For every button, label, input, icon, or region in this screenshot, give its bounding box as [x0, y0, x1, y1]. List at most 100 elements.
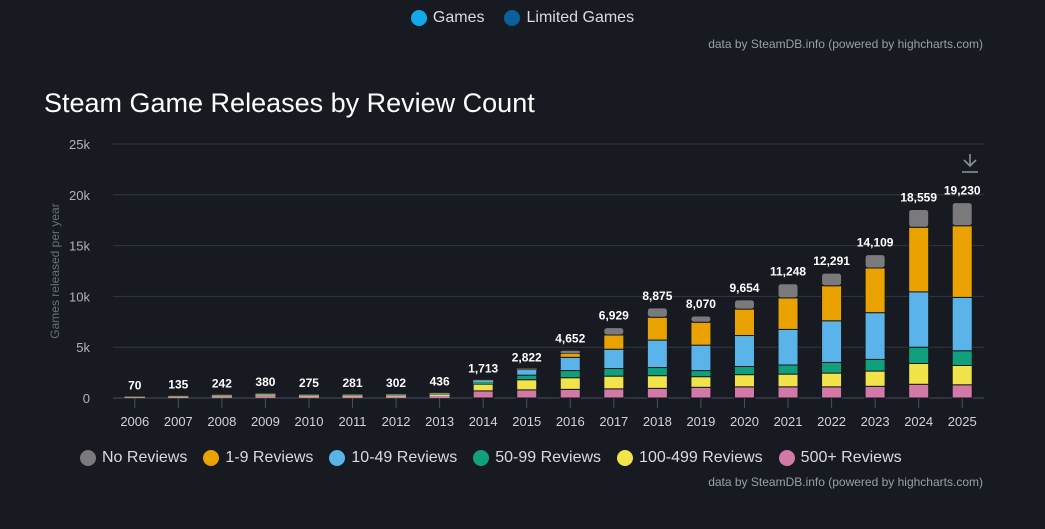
bar-segment[interactable] — [908, 362, 930, 385]
bar-segment[interactable] — [733, 308, 755, 337]
bar-segment[interactable] — [472, 390, 494, 399]
bar-segment[interactable] — [386, 394, 407, 396]
bar-segment[interactable] — [603, 368, 625, 377]
bar-segment[interactable] — [821, 272, 843, 287]
bar-segment[interactable] — [733, 386, 755, 399]
bar-segment[interactable] — [777, 283, 799, 299]
bar-segment[interactable] — [603, 388, 625, 399]
legend-item[interactable]: 10-49 Reviews — [329, 449, 457, 467]
bar-segment[interactable] — [429, 395, 450, 398]
bar-segment[interactable] — [429, 394, 450, 395]
credit-bottom[interactable]: data by SteamDB.info (powered by highcha… — [708, 475, 983, 489]
bar-segment[interactable] — [255, 393, 276, 395]
bar-segment[interactable] — [211, 396, 232, 397]
bar-segment[interactable] — [473, 380, 494, 383]
legend-limited-games[interactable]: Limited Games — [504, 9, 634, 27]
bar-segment[interactable] — [951, 350, 973, 366]
bar-segment[interactable] — [864, 267, 886, 314]
bar-segment[interactable] — [733, 299, 755, 310]
bar-segment[interactable] — [864, 254, 886, 269]
bar-segment[interactable] — [777, 373, 799, 388]
bar-segment[interactable] — [951, 384, 973, 399]
bar-segment[interactable] — [559, 377, 581, 390]
bar-segment[interactable] — [908, 383, 930, 399]
bar-segment[interactable] — [255, 395, 276, 397]
bar-segment[interactable] — [429, 394, 450, 396]
bar-segment[interactable] — [472, 383, 494, 392]
bar-segment[interactable] — [298, 394, 319, 396]
bar-segment[interactable] — [211, 394, 232, 396]
bar-segment[interactable] — [603, 348, 625, 370]
bar-segment[interactable] — [473, 379, 494, 381]
bar-segment[interactable] — [908, 291, 930, 348]
bar-segment[interactable] — [646, 375, 668, 389]
bar-segment[interactable] — [733, 335, 755, 368]
bar-segment[interactable] — [168, 397, 189, 398]
bar-segment[interactable] — [777, 297, 799, 330]
legend-item[interactable]: 1-9 Reviews — [203, 449, 313, 467]
bar-segment[interactable] — [951, 225, 973, 298]
bar-segment[interactable] — [255, 394, 276, 396]
bar-segment[interactable] — [908, 208, 930, 228]
bar-segment[interactable] — [386, 396, 407, 398]
bar-segment[interactable] — [386, 394, 407, 396]
bar-segment[interactable] — [821, 320, 843, 363]
bar-segment[interactable] — [255, 396, 276, 398]
bar-segment[interactable] — [690, 376, 712, 388]
bar-segment[interactable] — [690, 370, 712, 378]
bar-segment[interactable] — [342, 395, 363, 397]
legend-item[interactable]: 100-499 Reviews — [617, 449, 763, 467]
bar-segment[interactable] — [516, 389, 538, 399]
bar-segment[interactable] — [646, 367, 668, 377]
bar-segment[interactable] — [777, 364, 799, 375]
bar-segment[interactable] — [690, 344, 712, 372]
bar-segment[interactable] — [168, 395, 189, 397]
bar-segment[interactable] — [908, 346, 930, 364]
bar-segment[interactable] — [559, 370, 581, 379]
bar-segment[interactable] — [646, 307, 668, 318]
bar-segment[interactable] — [516, 379, 538, 391]
download-icon[interactable] — [960, 152, 980, 174]
bar-segment[interactable] — [603, 375, 625, 390]
bar-segment[interactable] — [777, 328, 799, 366]
bar-segment[interactable] — [516, 369, 538, 376]
bar-segment[interactable] — [211, 396, 232, 398]
bar-segment[interactable] — [603, 334, 625, 350]
bar-segment[interactable] — [690, 386, 712, 399]
bar-segment[interactable] — [559, 356, 581, 372]
bar-segment[interactable] — [821, 372, 843, 388]
bar-segment[interactable] — [821, 285, 843, 322]
legend-item[interactable]: 500+ Reviews — [778, 449, 902, 467]
bar-segment[interactable] — [864, 370, 886, 387]
bar-segment[interactable] — [690, 321, 712, 346]
bar-segment[interactable] — [559, 388, 581, 399]
bar-segment[interactable] — [646, 387, 668, 399]
bar-segment[interactable] — [342, 394, 363, 396]
bar-segment[interactable] — [951, 364, 973, 386]
bar-segment[interactable] — [603, 327, 625, 336]
bar-segment[interactable] — [690, 315, 712, 323]
bar-segment[interactable] — [124, 396, 145, 398]
bar-segment[interactable] — [864, 358, 886, 372]
bar-segment[interactable] — [429, 393, 450, 395]
bar-segment[interactable] — [951, 296, 973, 352]
bar-segment[interactable] — [429, 392, 450, 394]
bar-segment[interactable] — [646, 339, 668, 369]
credit-top[interactable]: data by SteamDB.info (powered by highcha… — [708, 37, 983, 51]
bar-segment[interactable] — [864, 312, 886, 360]
bar-segment[interactable] — [733, 366, 755, 376]
bar-segment[interactable] — [777, 386, 799, 399]
bar-segment[interactable] — [516, 374, 538, 381]
bar-segment[interactable] — [646, 316, 668, 341]
bar-segment[interactable] — [908, 226, 930, 293]
bar-segment[interactable] — [821, 361, 843, 374]
bar-segment[interactable] — [342, 396, 363, 398]
legend-item[interactable]: No Reviews — [80, 449, 187, 467]
bar-segment[interactable] — [516, 368, 537, 370]
bar-segment[interactable] — [298, 396, 319, 398]
bar-segment[interactable] — [298, 395, 319, 397]
bar-segment[interactable] — [255, 394, 276, 395]
bar-segment[interactable] — [821, 386, 843, 399]
bar-segment[interactable] — [473, 382, 494, 385]
bar-segment[interactable] — [864, 385, 886, 399]
